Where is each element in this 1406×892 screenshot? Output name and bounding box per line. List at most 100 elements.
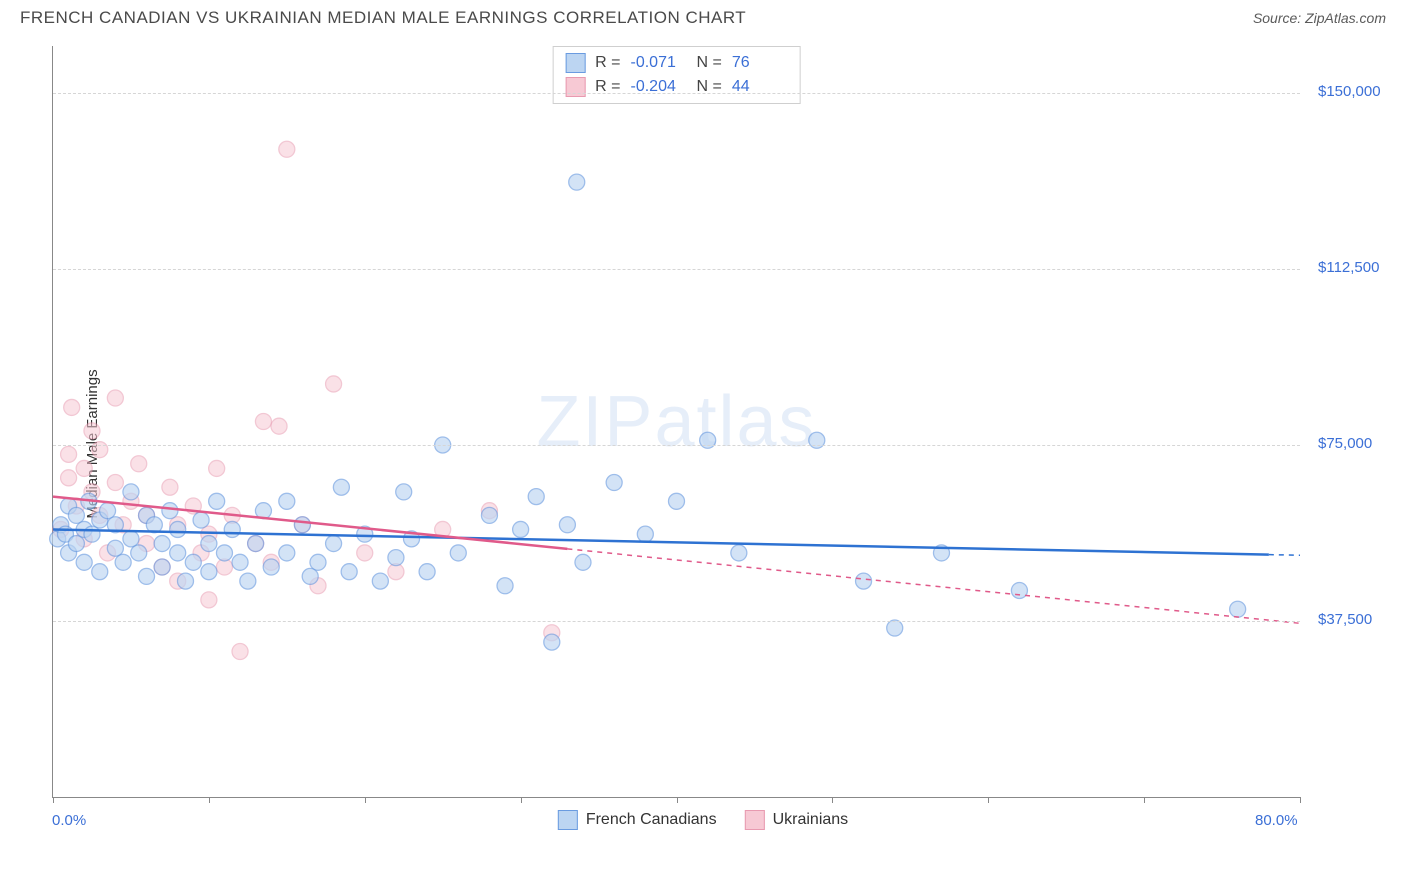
data-point — [68, 507, 84, 523]
legend-item: French Canadians — [558, 810, 717, 830]
data-point — [68, 536, 84, 552]
series-swatch — [558, 810, 578, 830]
data-point — [341, 564, 357, 580]
data-point — [279, 141, 295, 157]
source-name: ZipAtlas.com — [1305, 10, 1386, 26]
r-value: -0.071 — [631, 51, 687, 75]
data-point — [240, 573, 256, 589]
data-point — [61, 470, 77, 486]
y-tick-label: $150,000 — [1318, 83, 1381, 100]
n-label: N = — [697, 51, 722, 75]
data-point — [396, 484, 412, 500]
data-point — [497, 578, 513, 594]
data-point — [107, 540, 123, 556]
data-point — [575, 554, 591, 570]
gridline — [53, 621, 1300, 622]
data-point — [139, 568, 155, 584]
data-point — [669, 493, 685, 509]
x-tick — [1300, 797, 1301, 803]
trend-line-extrapolated — [567, 549, 1300, 623]
data-point — [279, 493, 295, 509]
data-point — [154, 559, 170, 575]
source-attribution: Source: ZipAtlas.com — [1253, 10, 1386, 26]
series-legend: French Canadians Ukrainians — [558, 810, 848, 830]
data-point — [131, 456, 147, 472]
legend-item: Ukrainians — [745, 810, 849, 830]
data-point — [123, 484, 139, 500]
data-point — [333, 479, 349, 495]
data-point — [271, 418, 287, 434]
data-point — [170, 521, 186, 537]
trend-line-extrapolated — [1269, 555, 1300, 556]
r-value: -0.204 — [631, 75, 687, 99]
x-tick — [988, 797, 989, 803]
legend-label: French Canadians — [586, 811, 717, 829]
x-tick-label: 80.0% — [1255, 812, 1298, 829]
data-point — [326, 376, 342, 392]
data-point — [637, 526, 653, 542]
legend-label: Ukrainians — [773, 811, 849, 829]
plot-svg — [53, 46, 1300, 797]
gridline — [53, 445, 1300, 446]
data-point — [201, 536, 217, 552]
data-point — [131, 545, 147, 561]
data-point — [450, 545, 466, 561]
data-point — [388, 550, 404, 566]
data-point — [232, 554, 248, 570]
data-point — [569, 174, 585, 190]
data-point — [224, 521, 240, 537]
data-point — [100, 503, 116, 519]
data-point — [170, 545, 186, 561]
data-point — [528, 489, 544, 505]
chart-title: FRENCH CANADIAN VS UKRAINIAN MEDIAN MALE… — [20, 8, 746, 28]
data-point — [185, 554, 201, 570]
series-swatch — [745, 810, 765, 830]
data-point — [76, 554, 92, 570]
data-point — [856, 573, 872, 589]
data-point — [92, 564, 108, 580]
data-point — [294, 517, 310, 533]
data-point — [162, 479, 178, 495]
data-point — [481, 507, 497, 523]
n-value: 44 — [732, 75, 788, 99]
data-point — [544, 634, 560, 650]
data-point — [123, 531, 139, 547]
x-tick — [365, 797, 366, 803]
x-tick — [53, 797, 54, 803]
source-prefix: Source: — [1253, 10, 1305, 26]
data-point — [263, 559, 279, 575]
data-point — [162, 503, 178, 519]
data-point — [248, 536, 264, 552]
data-point — [177, 573, 193, 589]
y-tick-label: $37,500 — [1318, 611, 1372, 628]
gridline — [53, 93, 1300, 94]
series-swatch — [565, 77, 585, 97]
stats-legend: R =-0.071N =76R =-0.204N =44 — [552, 46, 801, 104]
plot-area: ZIPatlas R =-0.071N =76R =-0.204N =44 $3… — [52, 46, 1300, 798]
data-point — [115, 554, 131, 570]
data-point — [419, 564, 435, 580]
chart-container: Median Male Earnings ZIPatlas R =-0.071N… — [0, 34, 1406, 854]
data-point — [326, 536, 342, 552]
r-label: R = — [595, 75, 620, 99]
data-point — [209, 493, 225, 509]
x-tick-label: 0.0% — [52, 812, 86, 829]
y-tick-label: $112,500 — [1318, 259, 1379, 276]
data-point — [64, 399, 80, 415]
stats-row: R =-0.071N =76 — [565, 51, 788, 75]
data-point — [302, 568, 318, 584]
data-point — [201, 592, 217, 608]
data-point — [279, 545, 295, 561]
data-point — [559, 517, 575, 533]
chart-header: FRENCH CANADIAN VS UKRAINIAN MEDIAN MALE… — [0, 0, 1406, 34]
data-point — [61, 446, 77, 462]
x-tick — [677, 797, 678, 803]
data-point — [513, 521, 529, 537]
data-point — [154, 536, 170, 552]
data-point — [232, 643, 248, 659]
n-label: N = — [697, 75, 722, 99]
data-point — [84, 526, 100, 542]
data-point — [731, 545, 747, 561]
r-label: R = — [595, 51, 620, 75]
x-tick — [209, 797, 210, 803]
